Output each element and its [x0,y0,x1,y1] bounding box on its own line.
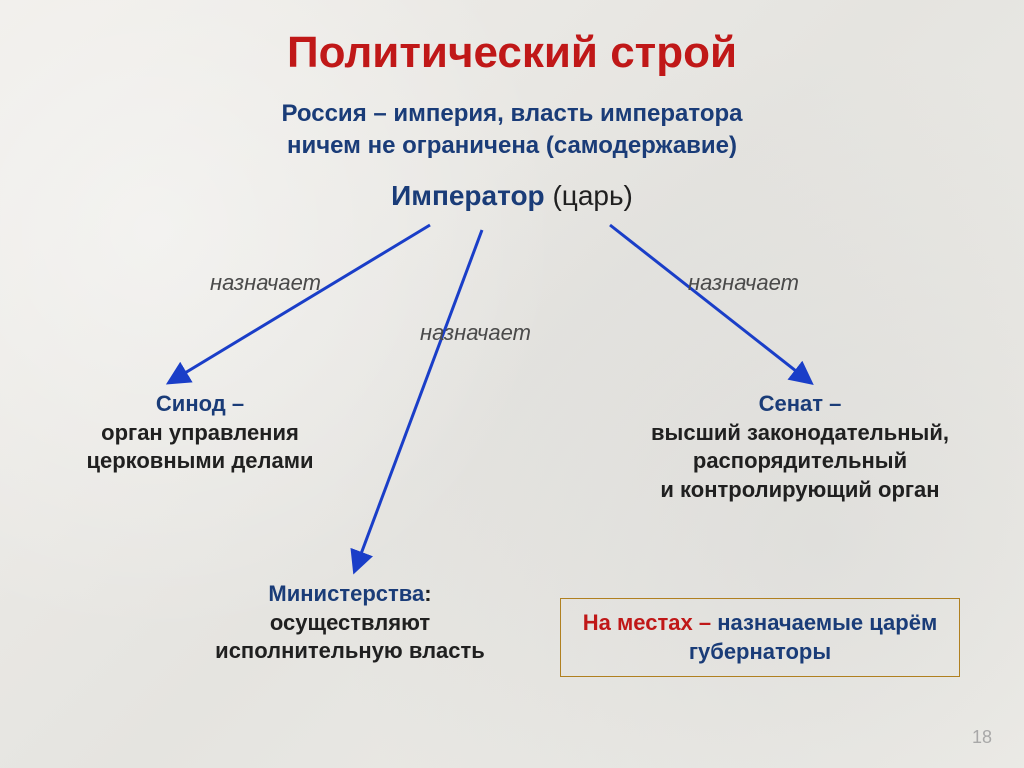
senate-desc2: распорядительный [693,448,907,473]
arrow-center [355,230,482,570]
ministries-head: Министерства [268,581,424,606]
senate-desc1: высший законодательный, [651,420,949,445]
node-synod: Синод – орган управления церковными дела… [60,390,340,476]
arrow-right [610,225,810,382]
emperor-node: Император (царь) [0,180,1024,212]
footer-box: На местах – назначаемые царём губернатор… [560,598,960,677]
ministries-desc2: исполнительную власть [215,638,485,663]
footer-text1: назначаемые царём [717,610,937,635]
senate-head: Сенат – [759,391,842,416]
emperor-annot: (царь) [552,180,632,211]
synod-desc1: орган управления [101,420,299,445]
edge-label-right: назначает [688,270,799,296]
emperor-label: Император [391,180,545,211]
node-senate: Сенат – высший законодательный, распоряд… [620,390,980,504]
synod-head: Синод – [156,391,244,416]
subtitle-line1: Россия – империя, власть императора [281,100,742,127]
ministries-desc1: осуществляют [270,610,430,635]
ministries-sep: : [424,581,431,606]
slide-title: Политический строй [0,28,1024,78]
synod-desc2: церковными делами [86,448,313,473]
page-number: 18 [972,727,992,748]
edge-label-left: назначает [210,270,321,296]
node-ministries: Министерства: осуществляют исполнительну… [180,580,520,666]
senate-desc3: и контролирующий орган [660,477,939,502]
ministries-head-wrap: Министерства: [268,581,431,606]
footer-lead: На местах – [583,610,711,635]
arrow-left [170,225,430,382]
subtitle: Россия – империя, власть императора ниче… [0,98,1024,163]
subtitle-line2: ничем не ограничена (самодержавие) [287,132,737,159]
footer-text2: губернаторы [689,639,831,664]
edge-label-center: назначает [420,320,531,346]
